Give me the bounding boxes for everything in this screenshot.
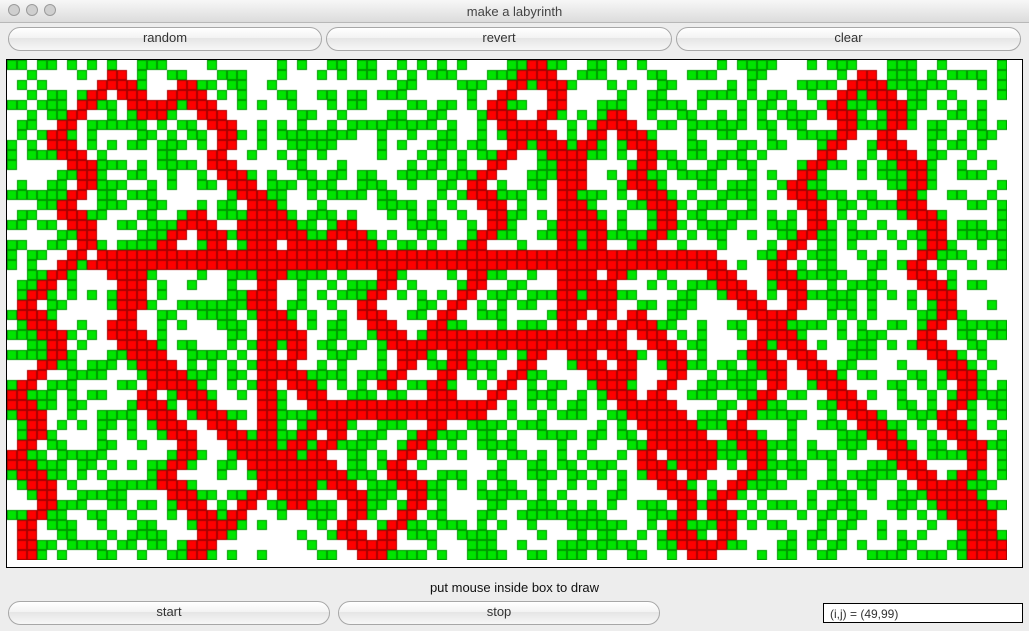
- titlebar: make a labyrinth: [0, 0, 1029, 23]
- minimize-icon[interactable]: [26, 4, 38, 16]
- app-window: make a labyrinth random revert clear put…: [0, 0, 1029, 631]
- coord-readout: (i,j) = (49,99): [823, 603, 1023, 623]
- hint-text: put mouse inside box to draw: [0, 574, 1029, 601]
- close-icon[interactable]: [8, 4, 20, 16]
- window-title: make a labyrinth: [0, 4, 1029, 19]
- window-controls: [8, 4, 56, 16]
- random-button[interactable]: random: [8, 27, 322, 51]
- zoom-icon[interactable]: [44, 4, 56, 16]
- revert-button[interactable]: revert: [326, 27, 672, 51]
- stop-button[interactable]: stop: [338, 601, 660, 625]
- start-button[interactable]: start: [8, 601, 330, 625]
- top-toolbar: random revert clear: [0, 23, 1029, 53]
- maze-container: [0, 53, 1029, 574]
- bottom-toolbar: start stop (i,j) = (49,99): [0, 601, 1029, 631]
- clear-button[interactable]: clear: [676, 27, 1021, 51]
- maze-canvas[interactable]: [7, 60, 1007, 560]
- maze-box[interactable]: [6, 59, 1023, 568]
